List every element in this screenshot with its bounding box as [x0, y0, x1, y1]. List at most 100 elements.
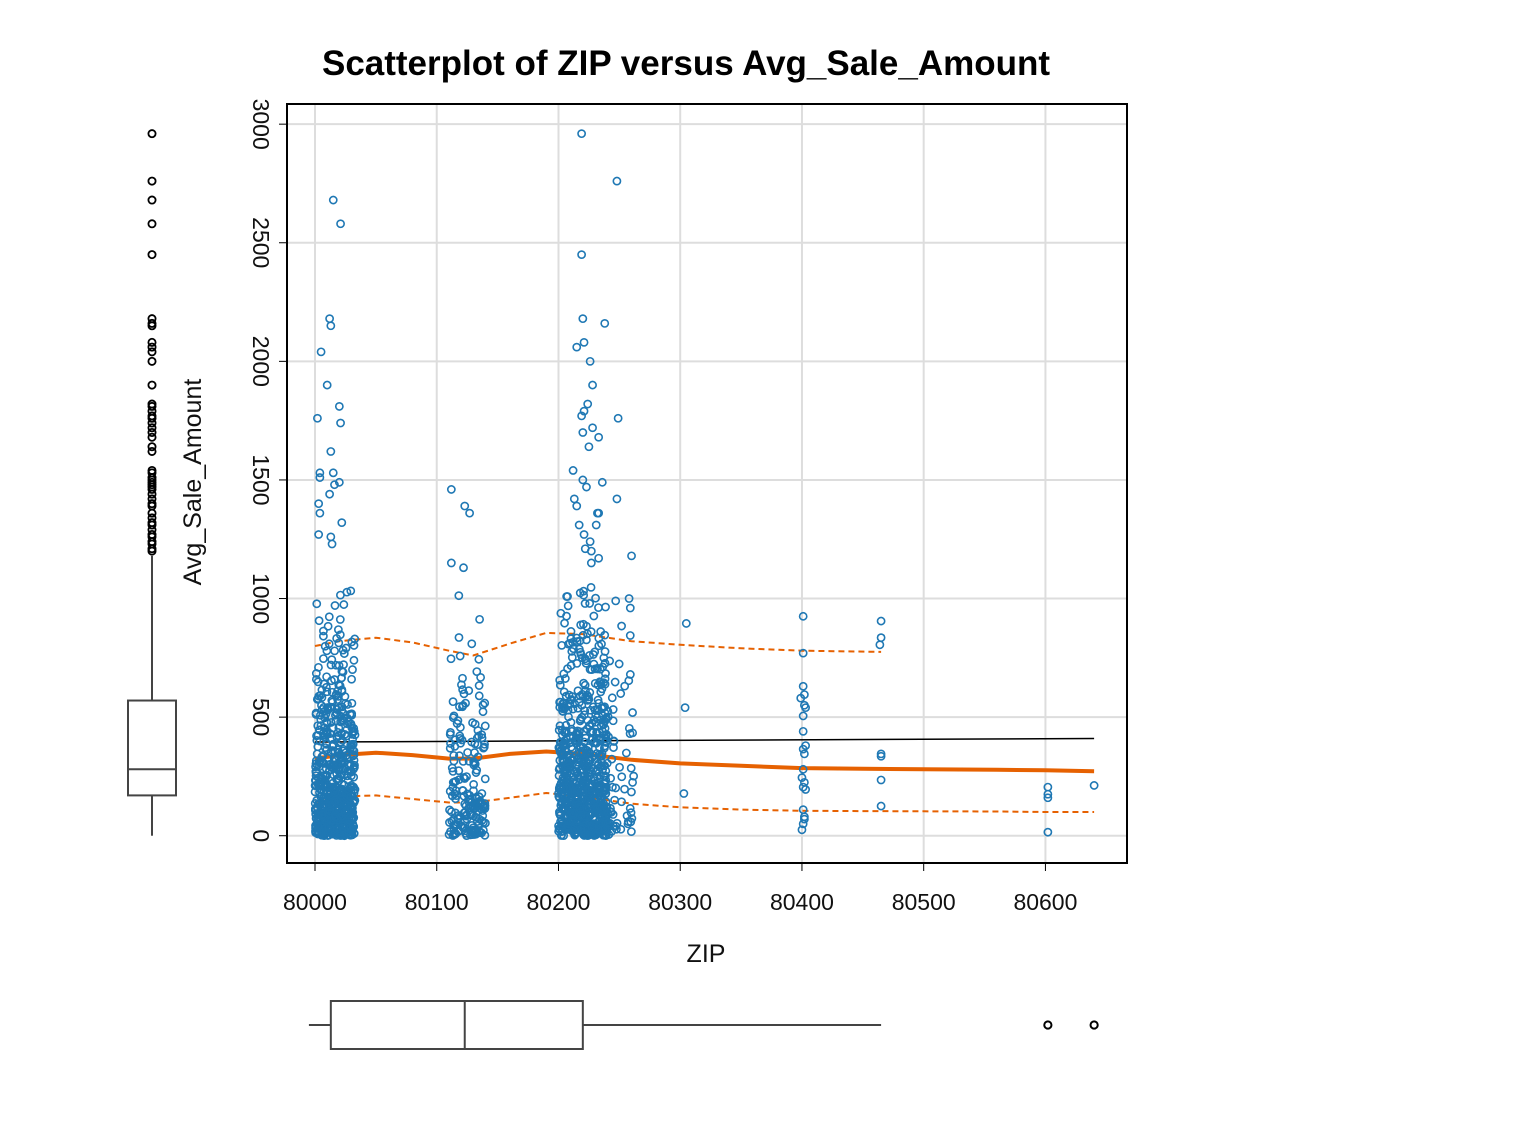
- data-point: [313, 694, 323, 703]
- data-point: [594, 432, 604, 442]
- data-point: [480, 774, 490, 784]
- x-box-outlier: [1043, 1020, 1053, 1030]
- data-point: [346, 780, 356, 790]
- data-point: [348, 751, 358, 761]
- data-point: [584, 772, 594, 782]
- data-point: [445, 743, 455, 753]
- x-marginal-boxplot: [308, 1000, 1099, 1050]
- data-point: [446, 558, 456, 568]
- data-point: [563, 601, 573, 611]
- data-point: [600, 647, 610, 656]
- data-point: [318, 631, 328, 641]
- data-point: [625, 631, 635, 640]
- data-point: [615, 762, 624, 772]
- data-point: [574, 644, 584, 654]
- plot-frame: [286, 103, 1128, 864]
- data-point: [564, 817, 574, 826]
- y-box-outlier: [147, 129, 157, 139]
- data-point: [475, 614, 484, 624]
- data-point: [328, 746, 337, 755]
- data-point: [474, 681, 484, 690]
- data-point: [594, 603, 603, 612]
- data-point: [346, 792, 356, 802]
- data-point: [458, 756, 468, 766]
- data-point: [593, 804, 602, 814]
- data-point: [799, 814, 809, 824]
- data-point: [681, 619, 691, 628]
- data-point: [347, 825, 357, 835]
- data-point: [574, 520, 584, 530]
- data-point: [798, 805, 808, 815]
- y-tick-label: 1500: [248, 454, 274, 505]
- data-point: [311, 767, 321, 776]
- x-tick-label: 80300: [648, 889, 712, 915]
- data-point: [1089, 781, 1099, 790]
- y-box-outlier: [147, 347, 157, 357]
- data-point: [624, 676, 634, 686]
- data-point: [447, 807, 456, 817]
- data-point: [312, 599, 322, 609]
- data-point: [581, 745, 591, 755]
- data-point: [594, 508, 604, 518]
- data-point: [311, 780, 321, 790]
- data-point: [336, 418, 345, 428]
- data-point: [603, 706, 613, 716]
- data-point: [1043, 793, 1053, 803]
- data-point: [327, 655, 337, 665]
- data-point: [467, 639, 477, 649]
- data-point: [604, 830, 614, 839]
- data-point: [579, 530, 589, 539]
- data-point: [480, 698, 490, 708]
- data-point: [605, 656, 615, 666]
- data-point: [579, 678, 589, 688]
- data-point: [616, 689, 626, 698]
- data-point: [342, 587, 352, 597]
- data-point: [349, 641, 359, 650]
- y-box-outlier: [147, 195, 157, 205]
- data-point: [1043, 827, 1053, 837]
- data-point: [627, 551, 636, 561]
- data-point: [679, 789, 689, 798]
- data-point: [798, 744, 808, 754]
- data-point: [460, 774, 470, 783]
- data-point: [798, 611, 808, 621]
- data-point: [337, 518, 347, 528]
- data-point: [588, 702, 598, 712]
- x-tick-label: 80200: [526, 889, 590, 915]
- data-point: [446, 739, 455, 748]
- y-axis: 0 500 1000 1500 2000 2500 3000: [248, 99, 287, 842]
- data-point: [613, 413, 623, 423]
- data-point: [317, 701, 326, 710]
- data-point: [1043, 789, 1053, 799]
- data-point: [590, 796, 600, 805]
- data-point: [611, 596, 621, 606]
- data-point: [447, 791, 457, 801]
- data-point: [628, 708, 637, 717]
- data-point: [798, 681, 808, 691]
- x-tick-label: 80500: [892, 889, 956, 915]
- data-point: [585, 537, 595, 547]
- data-point: [601, 778, 610, 788]
- data-point: [335, 831, 345, 840]
- data-point: [600, 658, 610, 668]
- data-point: [876, 775, 886, 785]
- x-tick-label: 80100: [405, 889, 469, 915]
- data-point: [798, 764, 808, 774]
- data-point: [583, 762, 592, 772]
- data-point: [579, 590, 589, 600]
- data-point: [335, 630, 345, 640]
- data-point: [345, 827, 355, 837]
- data-point: [587, 718, 597, 728]
- data-point: [621, 748, 631, 758]
- data-point: [570, 736, 580, 746]
- data-point: [591, 520, 601, 530]
- data-point: [796, 693, 806, 703]
- y-box-outlier: [147, 546, 157, 556]
- data-point: [561, 691, 571, 701]
- y-box-outlier: [147, 489, 157, 499]
- data-point: [346, 830, 355, 840]
- data-point: [580, 654, 590, 664]
- data-point: [798, 819, 808, 829]
- data-point: [579, 753, 589, 763]
- y-tick-label: 1000: [248, 573, 274, 624]
